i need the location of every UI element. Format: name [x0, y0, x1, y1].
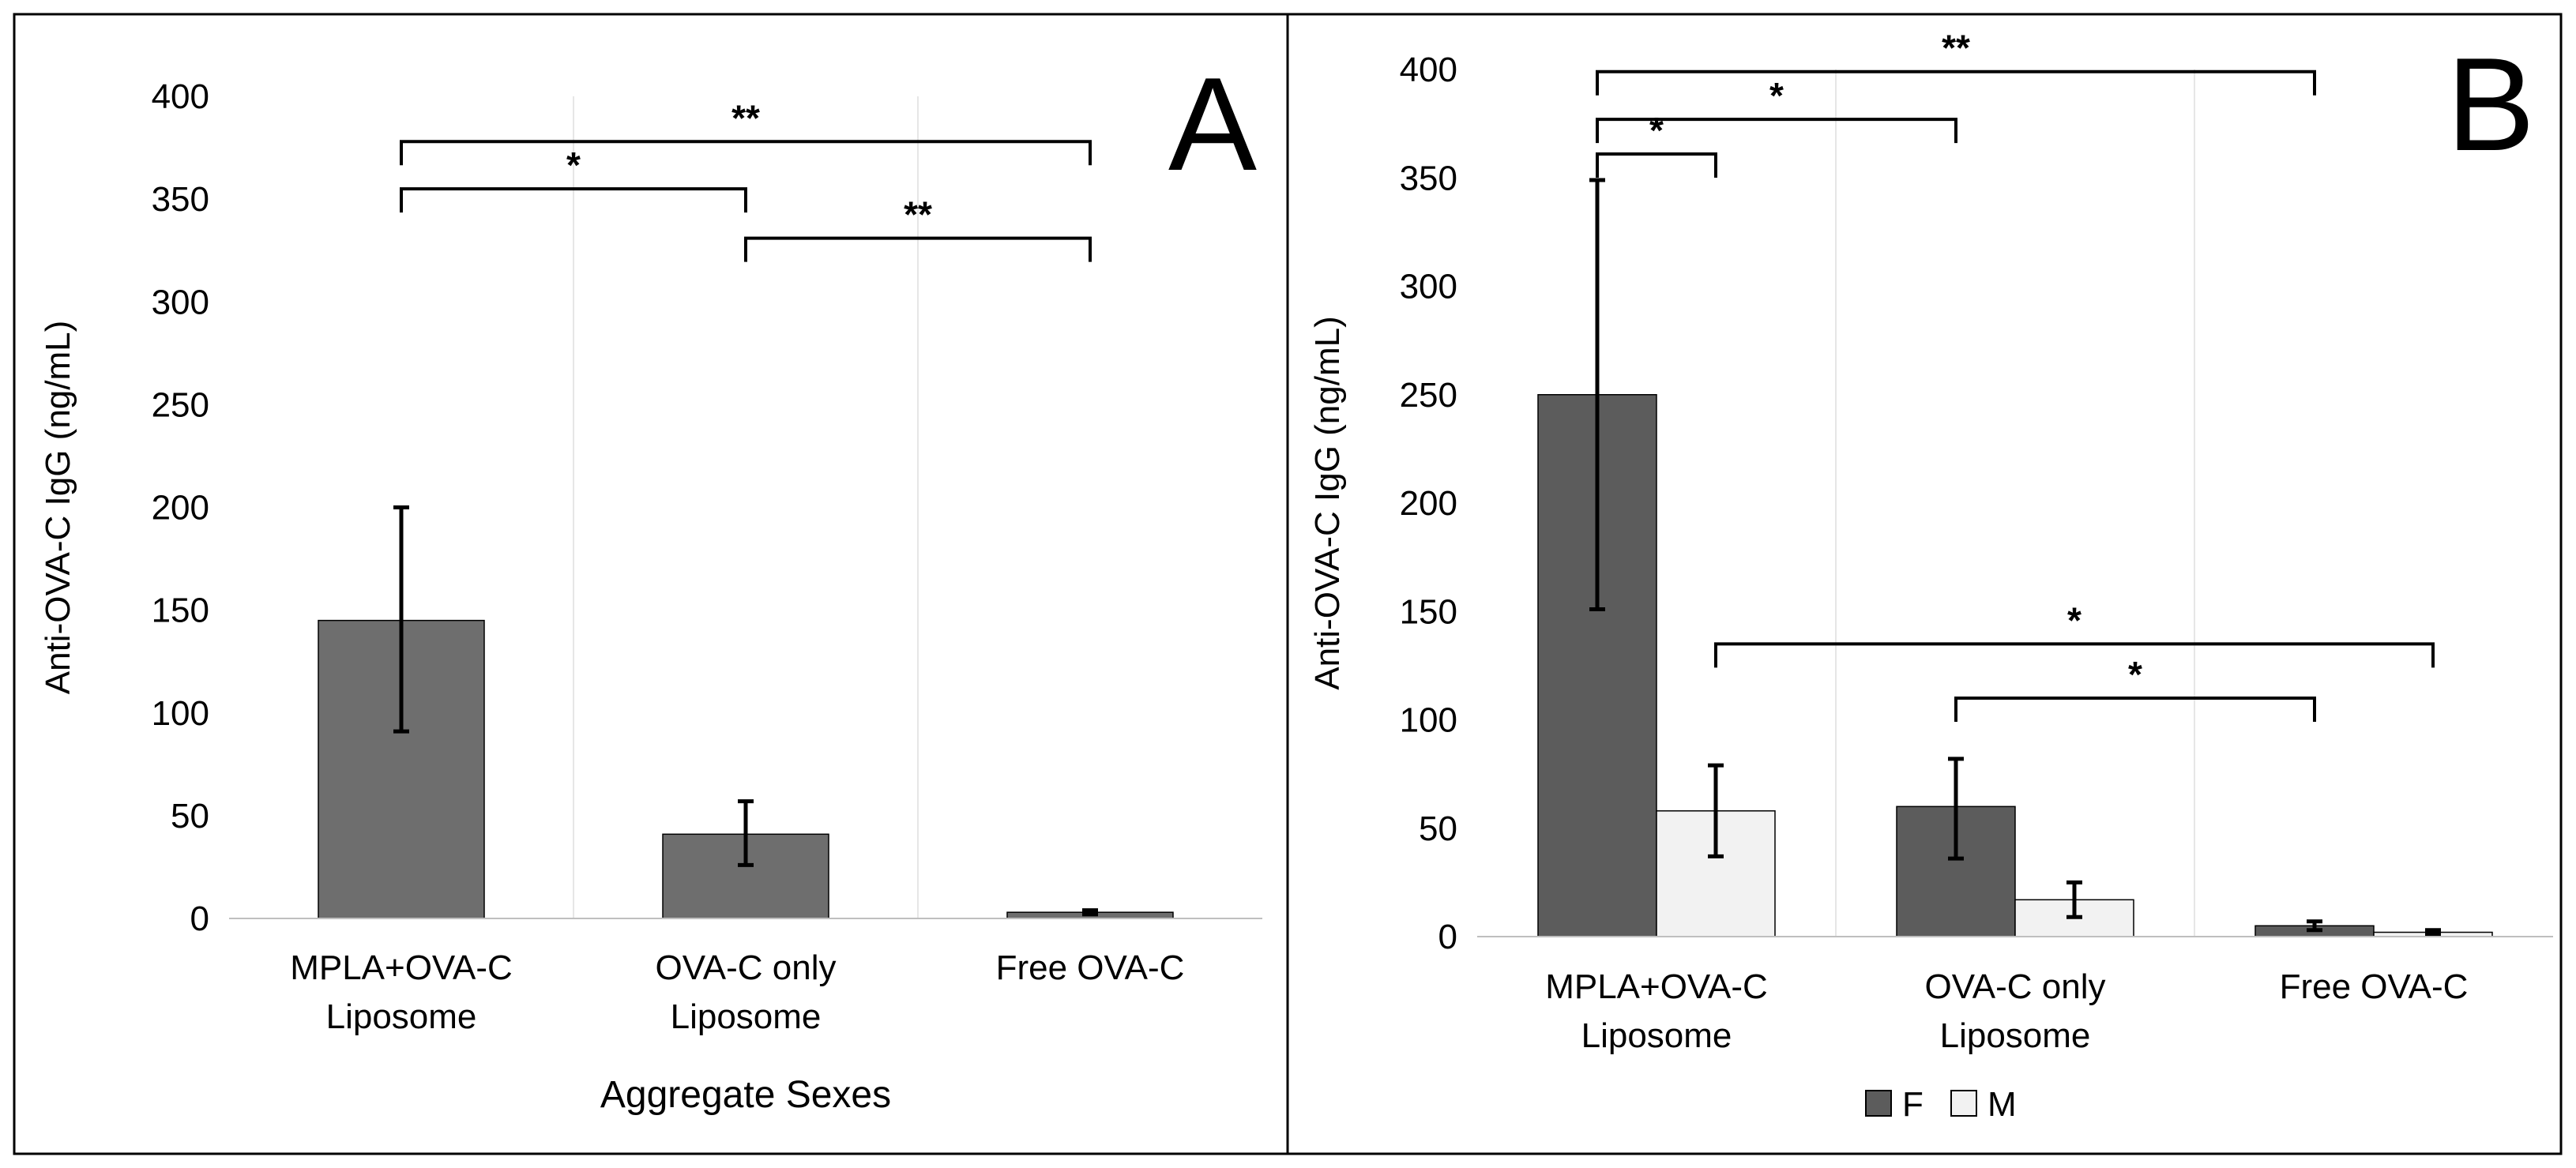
x-tick-label: OVA-C only [1924, 967, 2105, 1006]
y-tick-label: 0 [190, 899, 209, 938]
x-tick-label: OVA-C only [655, 948, 836, 987]
x-tick-label: Liposome [326, 997, 477, 1036]
x-tick-label: MPLA+OVA-C [1545, 967, 1768, 1006]
significance-bracket [1596, 118, 1957, 144]
significance-label: ** [904, 194, 932, 235]
panel-a: 0 50 100 150 200 250 300 350 400 Anti-OVA-C IgG (… [13, 13, 1289, 1155]
significance-label: * [2128, 654, 2142, 695]
y-tick-label: 200 [152, 489, 209, 528]
panel-b-frame [1286, 13, 2563, 1155]
significance-label: ** [1942, 28, 1970, 69]
y-axis-title: Anti-OVA-C IgG (ng/mL) [39, 321, 77, 695]
significance-label: * [566, 145, 581, 186]
x-tick-label: MPLA+OVA-C [290, 948, 513, 987]
y-tick-label: 100 [152, 694, 209, 733]
significance-bracket [744, 236, 1092, 262]
y-tick-label: 250 [152, 385, 209, 424]
panel-label: B [2446, 30, 2535, 178]
y-tick-label: 150 [152, 592, 209, 630]
y-tick-label: 200 [1400, 484, 1457, 523]
significance-bracket [1596, 152, 1717, 178]
y-tick-label: 100 [1400, 701, 1457, 740]
legend-swatch [1950, 1090, 1977, 1117]
x-tick-label: Free OVA-C [996, 948, 1185, 987]
x-tick-label: Liposome [1940, 1016, 2091, 1055]
significance-bracket [1954, 697, 2316, 723]
significance-label: * [1769, 75, 1784, 116]
y-tick-label: 50 [1419, 809, 1457, 848]
y-tick-label: 350 [152, 180, 209, 219]
significance-bracket [400, 140, 1092, 166]
y-tick-label: 400 [152, 77, 209, 116]
y-tick-label: 350 [1400, 159, 1457, 197]
significance-label: ** [731, 97, 760, 138]
y-tick-label: 50 [171, 797, 209, 836]
y-tick-label: 300 [152, 283, 209, 321]
y-axis-title: Anti-OVA-C IgG (ng/mL) [1308, 316, 1347, 690]
significance-bracket [400, 187, 747, 213]
legend-label: M [1987, 1085, 2017, 1124]
x-axis-title: Aggregate Sexes [600, 1074, 891, 1116]
significance-label: * [1649, 110, 1664, 151]
y-tick-label: 250 [1400, 376, 1457, 415]
significance-label: * [2067, 599, 2081, 640]
legend-swatch [1865, 1090, 1892, 1117]
significance-bracket [1714, 642, 2435, 668]
significance-bracket [1596, 69, 2316, 96]
y-tick-label: 300 [1400, 268, 1457, 306]
y-tick-label: 150 [1400, 592, 1457, 631]
y-tick-label: 0 [1438, 918, 1457, 956]
x-tick-label: Free OVA-C [2280, 967, 2469, 1006]
panel-b: 0 50 100 150 200 250 300 350 400 Anti-OVA-C IgG (… [1286, 13, 2563, 1155]
panel-label: A [1168, 50, 1257, 198]
y-tick-label: 400 [1400, 51, 1457, 89]
legend-label: F [1902, 1085, 1924, 1124]
x-tick-label: Liposome [1581, 1016, 1732, 1055]
x-tick-label: Liposome [671, 997, 822, 1036]
